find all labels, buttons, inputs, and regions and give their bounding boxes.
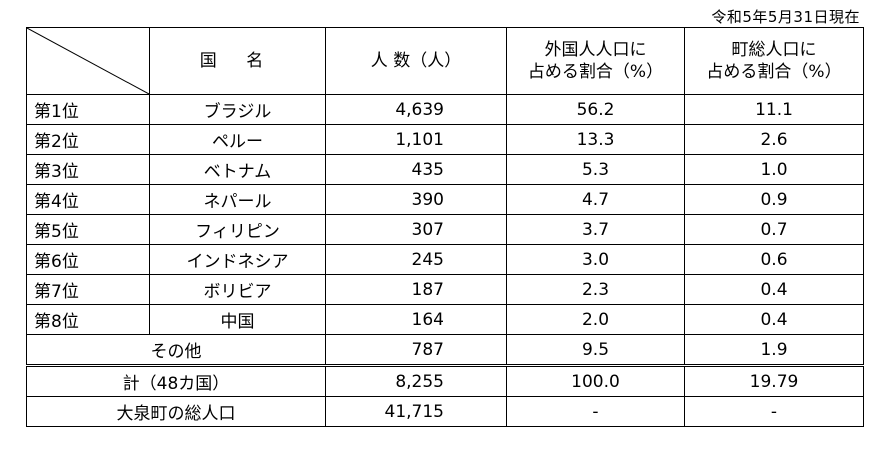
total-foreign-pct: 100.0 — [506, 364, 685, 397]
rank-cell: 第5位 — [26, 214, 150, 245]
rank-cell: 第3位 — [26, 154, 150, 185]
town-pct-cell: 0.9 — [684, 184, 864, 215]
country-cell: ペルー — [149, 124, 326, 155]
town-pct-cell: 0.4 — [684, 304, 864, 335]
others-town-pct: 1.9 — [684, 334, 864, 366]
foreign-population-table: 国 名 人 数（人） 外国人人口に 占める割合（%） 町総人口に 占める割合（%… — [26, 27, 864, 427]
total-town-pct: 19.79 — [684, 364, 864, 397]
header-foreign-ratio: 外国人人口に 占める割合（%） — [506, 27, 685, 95]
table-row: 第6位 インドネシア 245 3.0 0.6 — [26, 244, 864, 275]
people-cell: 164 — [325, 304, 507, 335]
foreign-pct-cell: 2.0 — [506, 304, 685, 335]
town-total-row: 大泉町の総人口 41,715 - - — [26, 396, 864, 427]
table-row: 第3位 ベトナム 435 5.3 1.0 — [26, 154, 864, 185]
total-people: 8,255 — [325, 364, 507, 397]
foreign-pct-cell: 56.2 — [506, 94, 685, 125]
people-cell: 390 — [325, 184, 507, 215]
table-row: 第1位 ブラジル 4,639 56.2 11.1 — [26, 94, 864, 125]
header-foreign-ratio-line1: 外国人人口に — [544, 40, 647, 60]
people-cell: 1,101 — [325, 124, 507, 155]
total-label: 計（48カ国） — [26, 364, 326, 397]
foreign-pct-cell: 13.3 — [506, 124, 685, 155]
people-cell: 4,639 — [325, 94, 507, 125]
table-row: 第8位 中国 164 2.0 0.4 — [26, 304, 864, 335]
town-pct-cell: 11.1 — [684, 94, 864, 125]
total-row: 計（48カ国） 8,255 100.0 19.79 — [26, 364, 864, 397]
header-population: 人 数（人） — [325, 27, 507, 95]
corner-cell — [26, 27, 150, 95]
foreign-pct-cell: 4.7 — [506, 184, 685, 215]
header-town-ratio-line1: 町総人口に — [731, 40, 817, 60]
town-pct-cell: 1.0 — [684, 154, 864, 185]
country-cell: 中国 — [149, 304, 326, 335]
foreign-pct-cell: 3.0 — [506, 244, 685, 275]
table-row: 第5位 フィリピン 307 3.7 0.7 — [26, 214, 864, 245]
country-cell: ネパール — [149, 184, 326, 215]
town-pct-cell: 0.4 — [684, 274, 864, 305]
header-foreign-ratio-line2: 占める割合（%） — [527, 62, 664, 82]
date-note: 令和5年5月31日現在 — [711, 8, 860, 26]
header-row: 国 名 人 数（人） 外国人人口に 占める割合（%） 町総人口に 占める割合（%… — [26, 27, 864, 95]
others-foreign-pct: 9.5 — [506, 334, 685, 366]
town-total-town-pct: - — [684, 396, 864, 427]
table-row: 第2位 ペルー 1,101 13.3 2.6 — [26, 124, 864, 155]
foreign-pct-cell: 2.3 — [506, 274, 685, 305]
country-cell: ブラジル — [149, 94, 326, 125]
country-cell: ベトナム — [149, 154, 326, 185]
town-total-label: 大泉町の総人口 — [26, 396, 326, 427]
diagonal-line — [27, 28, 149, 94]
others-row: その他 787 9.5 1.9 — [26, 334, 864, 366]
rank-cell: 第2位 — [26, 124, 150, 155]
rank-cell: 第7位 — [26, 274, 150, 305]
header-town-ratio: 町総人口に 占める割合（%） — [684, 27, 864, 95]
people-cell: 307 — [325, 214, 507, 245]
rank-cell: 第8位 — [26, 304, 150, 335]
rank-cell: 第6位 — [26, 244, 150, 275]
header-town-ratio-line2: 占める割合（%） — [706, 62, 842, 82]
rank-cell: 第4位 — [26, 184, 150, 215]
others-label: その他 — [26, 334, 326, 366]
foreign-pct-cell: 3.7 — [506, 214, 685, 245]
header-country: 国 名 — [149, 27, 326, 95]
country-cell: インドネシア — [149, 244, 326, 275]
people-cell: 435 — [325, 154, 507, 185]
foreign-pct-cell: 5.3 — [506, 154, 685, 185]
country-cell: ボリビア — [149, 274, 326, 305]
country-cell: フィリピン — [149, 214, 326, 245]
town-total-foreign-pct: - — [506, 396, 685, 427]
others-people: 787 — [325, 334, 507, 366]
table-row: 第7位 ボリビア 187 2.3 0.4 — [26, 274, 864, 305]
town-pct-cell: 0.6 — [684, 244, 864, 275]
rank-cell: 第1位 — [26, 94, 150, 125]
people-cell: 245 — [325, 244, 507, 275]
town-pct-cell: 2.6 — [684, 124, 864, 155]
town-total-people: 41,715 — [325, 396, 507, 427]
table-row: 第4位 ネパール 390 4.7 0.9 — [26, 184, 864, 215]
people-cell: 187 — [325, 274, 507, 305]
town-pct-cell: 0.7 — [684, 214, 864, 245]
